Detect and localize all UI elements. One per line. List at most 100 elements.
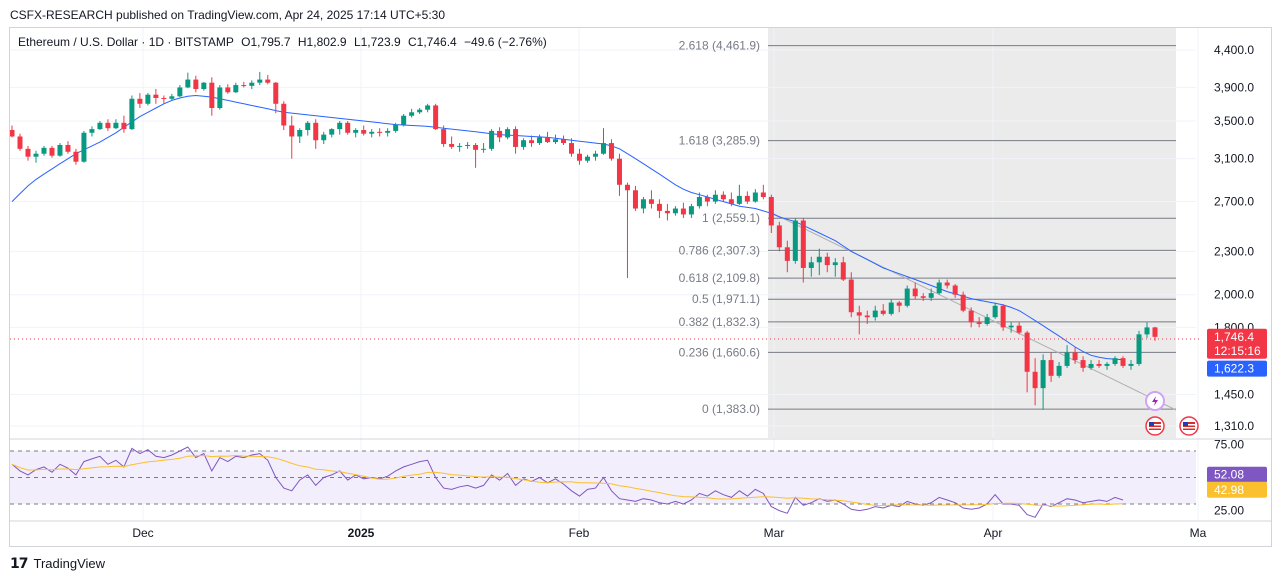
tradingview-footer[interactable]: 𝟭𝟳 TradingView: [10, 555, 105, 572]
price-tick-label: 2,300.0: [1214, 244, 1254, 258]
candle-body: [1144, 327, 1150, 335]
candle-body: [145, 94, 151, 104]
candle-body: [153, 94, 159, 98]
candle-body: [497, 130, 503, 138]
candle-body: [161, 97, 167, 99]
candle-body: [225, 87, 231, 93]
price-tick-label: 2,700.0: [1214, 195, 1254, 209]
candle-body: [297, 130, 303, 137]
candle-body: [896, 302, 902, 306]
fib-level-label: 0.786 (2,307.3): [679, 243, 760, 257]
candle-body: [1072, 352, 1078, 361]
candle-body: [233, 85, 239, 93]
fib-level-label: 0.5 (1,971.1): [692, 292, 760, 306]
candle-body: [744, 195, 750, 202]
candle-body: [97, 122, 103, 130]
fib-level-label: 1.618 (3,285.9): [679, 134, 760, 148]
candle-body: [672, 208, 678, 214]
symbol-legend[interactable]: Ethereum / U.S. Dollar · 1D · BITSTAMP O…: [18, 35, 551, 49]
us-flag-icon[interactable]: [1145, 416, 1165, 436]
candle-body: [776, 225, 782, 248]
candle-body: [912, 288, 918, 297]
candle-body: [648, 199, 654, 204]
fib-level-label: 0.236 (1,660.6): [679, 345, 760, 359]
candle-body: [928, 293, 934, 298]
candle-body: [289, 125, 295, 137]
fib-retracement[interactable]: 2.618 (4,461.9) 1.618 (3,285.9) 1 (2,559.1…: [679, 39, 1176, 417]
candle-body: [696, 196, 702, 207]
svg-text:52.08: 52.08: [1214, 468, 1244, 482]
candle-body: [632, 190, 638, 209]
time-tick-label: Mar: [764, 526, 785, 540]
change-value: −49.6 (−2.76%): [464, 35, 547, 49]
candle-body: [273, 82, 279, 104]
candle-body: [521, 140, 527, 147]
candle-body: [936, 282, 942, 294]
candle-body: [449, 144, 455, 147]
candle-body: [864, 315, 870, 318]
candle-body: [89, 129, 95, 133]
price-tick-label: 4,400.0: [1214, 43, 1254, 57]
price-axis[interactable]: 4,400.0 3,900.0 3,500.0 3,100.0 2,700.0 2,300…: [1214, 43, 1254, 518]
candle-body: [640, 199, 646, 209]
candle-body: [49, 147, 55, 156]
candle-body: [281, 103, 287, 126]
candle-body: [441, 129, 447, 145]
rsi-lines: [11, 446, 1124, 518]
candle-body: [337, 122, 343, 130]
grid: [10, 28, 1199, 520]
candle-body: [600, 143, 606, 154]
symbol-title[interactable]: Ethereum / U.S. Dollar · 1D · BITSTAMP: [18, 35, 234, 49]
candle-body: [888, 302, 894, 314]
candle-body: [529, 140, 535, 144]
candle-body: [816, 256, 822, 263]
candle-body: [137, 98, 143, 104]
candle-body: [1056, 365, 1062, 376]
candle-body: [313, 122, 319, 141]
candle-body: [169, 96, 175, 99]
candle-body: [249, 82, 255, 86]
candle-body: [840, 262, 846, 280]
flash-icon[interactable]: [1145, 391, 1165, 411]
candle-body: [856, 312, 862, 316]
candle-body: [848, 279, 854, 313]
candle-body: [465, 144, 471, 146]
us-flag-icon[interactable]: [1179, 416, 1199, 436]
candle-body: [193, 79, 199, 90]
candle-body: [728, 199, 734, 204]
candle-body: [1104, 363, 1110, 366]
rsi-tick-label: 75.00: [1214, 437, 1244, 451]
candle-body: [329, 129, 335, 135]
candle-body: [513, 129, 519, 147]
publisher-line: CSFX-RESEARCH published on TradingView.c…: [10, 8, 446, 22]
candle-body: [177, 87, 183, 97]
candle-body: [561, 139, 567, 144]
candle-body: [1128, 363, 1134, 366]
fib-level-label: 0.618 (2,109.8): [679, 271, 760, 285]
tradingview-logo-icon: 𝟭𝟳: [10, 555, 29, 571]
time-axis[interactable]: Dec 2025 Feb Mar Apr Ma: [132, 526, 1206, 540]
rsi-ma-polyline: [11, 454, 1124, 507]
candle-body: [952, 285, 958, 295]
candle-body: [960, 294, 966, 311]
rsi-polyline: [11, 446, 1124, 518]
candle-body: [369, 131, 375, 134]
svg-text:42.98: 42.98: [1214, 483, 1244, 497]
candles: [10, 71, 1158, 410]
candle-body: [553, 139, 559, 143]
candle-body: [680, 208, 686, 215]
candle-body: [832, 262, 838, 266]
rsi-value-badge: 52.08: [1207, 466, 1267, 483]
candle-body: [800, 220, 806, 268]
candle-body: [105, 122, 111, 129]
ma-price-badge: 1,622.3: [1207, 360, 1267, 377]
candle-body: [185, 79, 191, 88]
candle-body: [17, 136, 23, 149]
candle-body: [616, 158, 622, 185]
candle-body: [433, 105, 439, 130]
candle-body: [664, 210, 670, 214]
price-tick-label: 3,500.0: [1214, 114, 1254, 128]
price-tick-label: 1,450.0: [1214, 387, 1254, 401]
candle-body: [984, 317, 990, 324]
